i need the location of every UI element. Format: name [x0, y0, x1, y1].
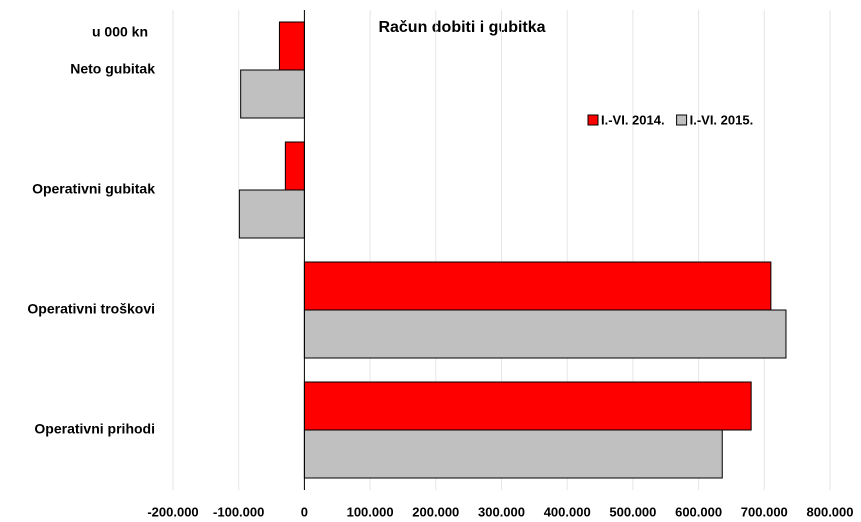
- x-tick-label: 100.000: [347, 504, 394, 519]
- chart-title: Račun dobiti i gubitka: [378, 19, 545, 36]
- bar: [303, 261, 772, 311]
- y-tick-label: Operativni gubitak: [32, 181, 155, 197]
- legend-swatch: [676, 114, 688, 126]
- bar: [240, 69, 305, 119]
- legend-label: I.-VI. 2015.: [690, 112, 754, 127]
- unit-note: u 000 kn: [92, 24, 148, 40]
- x-tick-label: 400.000: [544, 504, 591, 519]
- y-tick-label: Neto gubitak: [70, 61, 155, 77]
- y-tick-label: Operativni prihodi: [34, 421, 155, 437]
- y-tick-label: Operativni troškovi: [27, 301, 155, 317]
- x-tick-label: 200.000: [412, 504, 459, 519]
- x-tick-label: 800.000: [807, 504, 854, 519]
- bar: [238, 189, 305, 239]
- legend-swatch: [587, 114, 599, 126]
- x-tick-label: 600.000: [675, 504, 722, 519]
- x-tick-label: 300.000: [478, 504, 525, 519]
- x-tick-label: -100.000: [213, 504, 264, 519]
- x-tick-label: 500.000: [609, 504, 656, 519]
- legend-label: I.-VI. 2014.: [601, 112, 665, 127]
- bar: [303, 381, 752, 431]
- bar: [284, 141, 305, 191]
- bar: [278, 21, 305, 71]
- x-tick-label: 0: [301, 504, 308, 519]
- bar: [303, 309, 787, 359]
- bar: [303, 429, 723, 479]
- x-tick-label: -200.000: [147, 504, 198, 519]
- x-tick-label: 700.000: [741, 504, 788, 519]
